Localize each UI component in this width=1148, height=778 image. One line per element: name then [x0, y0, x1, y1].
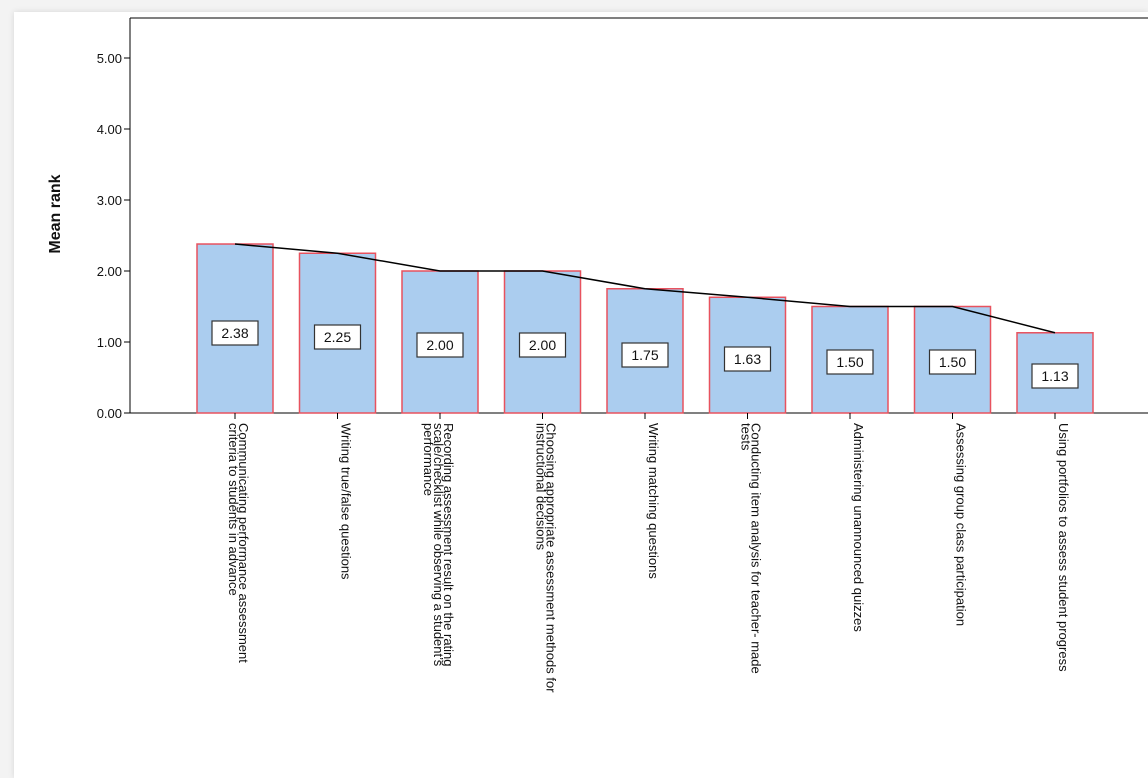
x-category-label: Choosing appropriate assessment methods …: [534, 423, 559, 693]
y-axis-label: Mean rank: [47, 174, 64, 253]
trend-line: [234, 243, 1056, 334]
x-category-label-line: Assessing group class participation: [954, 423, 969, 626]
data-label-box: [621, 342, 669, 368]
data-label: 2.38: [221, 325, 248, 341]
x-category-label-line: tests: [739, 423, 754, 451]
x-category-label-line: performance: [421, 423, 436, 496]
y-tick-label: 1.00: [97, 335, 122, 350]
data-label: 1.63: [734, 351, 761, 367]
data-label: 2.00: [426, 337, 453, 353]
y-tick-label: 5.00: [97, 51, 122, 66]
data-label-box: [518, 332, 567, 358]
data-label: 1.50: [939, 354, 966, 370]
data-label-box: [1031, 363, 1079, 389]
x-category-label-line: Writing matching questions: [646, 423, 661, 579]
x-category-label-line: Using portfolios to assess student progr…: [1056, 423, 1071, 672]
x-category-label-line: Administering unannounced quizzes: [851, 423, 866, 632]
x-category-label-line: instructional decisions: [534, 423, 549, 551]
x-category-label: Writing matching questions: [646, 423, 661, 579]
data-label-box: [928, 349, 977, 375]
x-category-label-line: Choosing appropriate assessment methods …: [544, 423, 559, 693]
data-label-box: [723, 346, 772, 372]
data-label: 2.25: [324, 329, 351, 345]
x-category-label-line: Conducting item analysis for teacher- ma…: [749, 423, 764, 674]
data-label: 1.50: [836, 354, 863, 370]
data-label-box: [211, 320, 259, 346]
y-tick-label: 3.00: [97, 193, 122, 208]
x-category-label: Using portfolios to assess student progr…: [1056, 423, 1071, 672]
data-label-box: [313, 324, 362, 350]
y-tick-label: 0.00: [97, 406, 122, 421]
data-label: 1.13: [1041, 368, 1068, 384]
x-category-label: Recording assessment result on the ratin…: [421, 423, 456, 667]
x-category-label: Conducting item analysis for teacher- ma…: [739, 423, 764, 674]
y-tick-label: 2.00: [97, 264, 122, 279]
y-tick-label: 4.00: [97, 122, 122, 137]
data-label-box: [416, 332, 464, 358]
x-category-label: Writing true/false questions: [339, 423, 354, 580]
x-category-label-line: Recording assessment result on the ratin…: [441, 423, 456, 667]
x-category-label-line: Writing true/false questions: [339, 423, 354, 580]
data-label: 2.00: [529, 337, 556, 353]
x-category-label: Assessing group class participation: [954, 423, 969, 626]
x-category-label: Administering unannounced quizzes: [851, 423, 866, 632]
x-category-label-line: scale/checklist while observing a studen…: [431, 423, 446, 667]
x-category-label-line: Communicating performance assessment: [236, 423, 251, 663]
x-category-label-line: criteria to students in advance: [226, 423, 241, 596]
data-label: 1.75: [631, 347, 658, 363]
x-category-label: Communicating performance assessmentcrit…: [226, 423, 251, 663]
data-label-box: [826, 349, 874, 375]
